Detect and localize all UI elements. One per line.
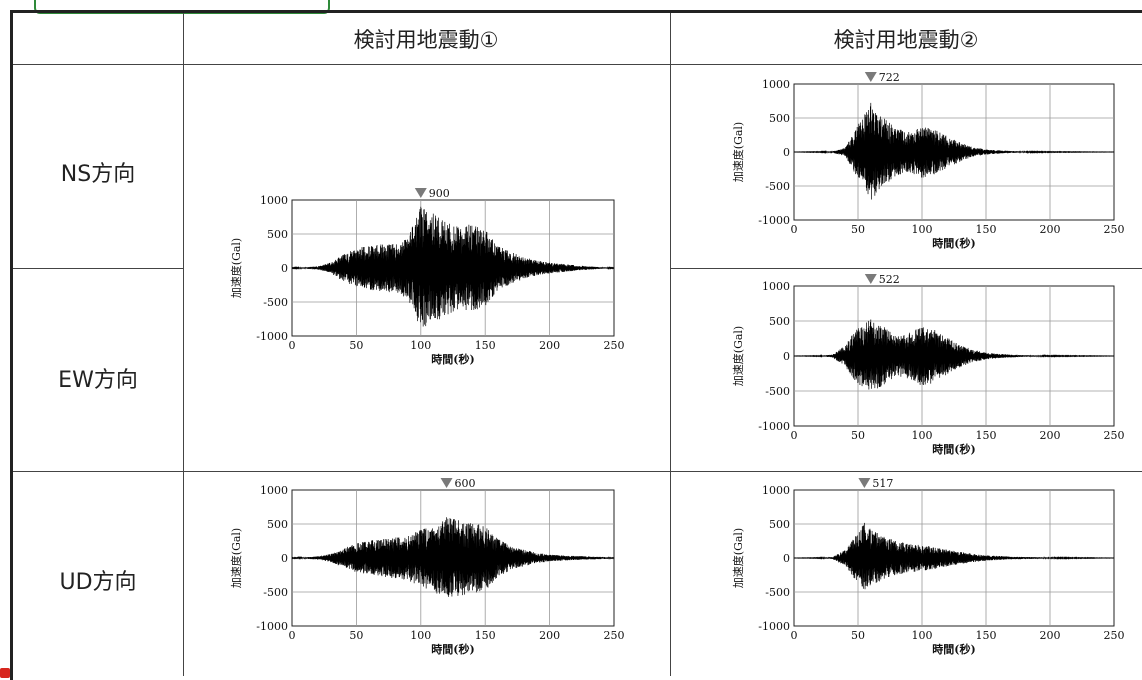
y-tick-label: -500 xyxy=(765,385,790,398)
peak-marker-icon xyxy=(864,274,877,284)
peak-value-label: 900 xyxy=(429,187,450,200)
header-motion-1: 検討用地震動① xyxy=(353,28,499,52)
chart-motion1-ud: 0 50 100 150 200 250 1000 500 0 -500 -1000 600 時間(秒)… xyxy=(229,477,625,656)
y-tick-label: -1000 xyxy=(758,214,790,227)
peak-marker-icon xyxy=(858,478,871,488)
chart-motion2-ew: 0 50 100 150 200 250 1000 500 0 -500 -1000 522 時間(秒)… xyxy=(731,273,1125,456)
x-tick-label: 100 xyxy=(912,223,933,236)
x-tick-label: 0 xyxy=(289,339,296,352)
x-axis-label: 時間(秒) xyxy=(932,642,975,656)
x-tick-label: 250 xyxy=(1104,629,1125,642)
y-tick-label: -500 xyxy=(765,180,790,193)
y-tick-label: -500 xyxy=(263,586,288,599)
x-axis-label: 時間(秒) xyxy=(932,236,975,250)
x-tick-label: 0 xyxy=(791,223,798,236)
y-tick-label: 500 xyxy=(769,518,790,531)
peak-value-label: 722 xyxy=(879,71,900,84)
x-axis-label: 時間(秒) xyxy=(431,642,474,656)
x-tick-label: 50 xyxy=(851,429,865,442)
ns-ew-divider-right xyxy=(670,268,1142,269)
acceleration-trace xyxy=(291,517,615,597)
label-column-divider xyxy=(183,13,184,676)
chart-motion2-ns: 0 50 100 150 200 250 1000 500 0 -500 -1000 722 時間(秒)… xyxy=(731,71,1125,250)
y-tick-label: 500 xyxy=(769,315,790,328)
y-axis-label: 加速度(Gal) xyxy=(731,528,745,588)
y-tick-label: 0 xyxy=(783,552,790,565)
y-tick-label: -500 xyxy=(263,296,288,309)
x-tick-label: 150 xyxy=(475,339,496,352)
x-tick-label: 200 xyxy=(1040,429,1061,442)
x-tick-label: 0 xyxy=(289,629,296,642)
y-tick-label: 1000 xyxy=(762,280,790,293)
chart-motion2-ud: 0 50 100 150 200 250 1000 500 0 -500 -1000 517 時間(秒)… xyxy=(731,477,1125,656)
y-tick-label: 0 xyxy=(281,552,288,565)
y-axis-label: 加速度(Gal) xyxy=(731,326,745,386)
x-tick-label: 150 xyxy=(976,629,997,642)
header-motion-2: 検討用地震動② xyxy=(833,28,979,52)
y-tick-label: 500 xyxy=(267,518,288,531)
x-tick-label: 50 xyxy=(851,629,865,642)
x-tick-label: 250 xyxy=(604,629,625,642)
y-tick-label: 0 xyxy=(281,262,288,275)
y-tick-label: 1000 xyxy=(762,78,790,91)
y-tick-label: 500 xyxy=(267,228,288,241)
x-tick-label: 150 xyxy=(475,629,496,642)
ns-ew-divider-left xyxy=(13,268,183,269)
y-tick-label: -1000 xyxy=(256,620,288,633)
x-tick-label: 200 xyxy=(1040,629,1061,642)
y-tick-label: 1000 xyxy=(762,484,790,497)
row-label-ew: EW方向 xyxy=(58,368,138,393)
x-tick-label: 100 xyxy=(410,339,431,352)
x-tick-label: 0 xyxy=(791,629,798,642)
x-tick-label: 200 xyxy=(1040,223,1061,236)
header-divider xyxy=(13,64,1142,65)
y-tick-label: 0 xyxy=(783,350,790,363)
x-tick-label: 50 xyxy=(851,223,865,236)
y-axis-label: 加速度(Gal) xyxy=(229,528,243,588)
y-tick-label: -1000 xyxy=(256,330,288,343)
chart-motion1-ns-ew: 0 50 100 150 200 250 1000 500 0 -500 -1000 900 時間(秒)… xyxy=(229,187,625,366)
row-label-ns: NS方向 xyxy=(60,162,136,187)
motion-column-divider xyxy=(670,13,671,676)
peak-marker-icon xyxy=(414,188,427,198)
peak-marker-icon xyxy=(440,478,453,488)
x-tick-label: 150 xyxy=(976,223,997,236)
x-tick-label: 200 xyxy=(539,629,560,642)
y-axis-label: 加速度(Gal) xyxy=(731,122,745,182)
y-axis-label: 加速度(Gal) xyxy=(229,238,243,298)
x-tick-label: 250 xyxy=(1104,223,1125,236)
x-tick-label: 250 xyxy=(1104,429,1125,442)
x-tick-label: 0 xyxy=(791,429,798,442)
x-axis-label: 時間(秒) xyxy=(932,442,975,456)
y-tick-label: -500 xyxy=(765,586,790,599)
red-edge-mark xyxy=(0,668,10,678)
table-frame xyxy=(10,10,1142,680)
peak-value-label: 600 xyxy=(455,477,476,490)
y-tick-label: 0 xyxy=(783,146,790,159)
row-label-ud: UD方向 xyxy=(59,570,137,595)
x-tick-label: 50 xyxy=(349,339,363,352)
y-tick-label: 1000 xyxy=(260,484,288,497)
x-tick-label: 50 xyxy=(349,629,363,642)
x-tick-label: 250 xyxy=(604,339,625,352)
peak-marker-icon xyxy=(864,72,877,82)
y-tick-label: -1000 xyxy=(758,620,790,633)
x-tick-label: 100 xyxy=(912,629,933,642)
y-tick-label: 500 xyxy=(769,112,790,125)
y-tick-label: 1000 xyxy=(260,194,288,207)
y-tick-label: -1000 xyxy=(758,420,790,433)
x-tick-label: 150 xyxy=(976,429,997,442)
x-tick-label: 100 xyxy=(410,629,431,642)
x-tick-label: 100 xyxy=(912,429,933,442)
acceleration-trace xyxy=(291,206,615,327)
x-axis-label: 時間(秒) xyxy=(431,352,474,366)
peak-value-label: 517 xyxy=(872,477,893,490)
peak-value-label: 522 xyxy=(879,273,900,286)
x-tick-label: 200 xyxy=(539,339,560,352)
ew-ud-divider xyxy=(13,471,1142,472)
